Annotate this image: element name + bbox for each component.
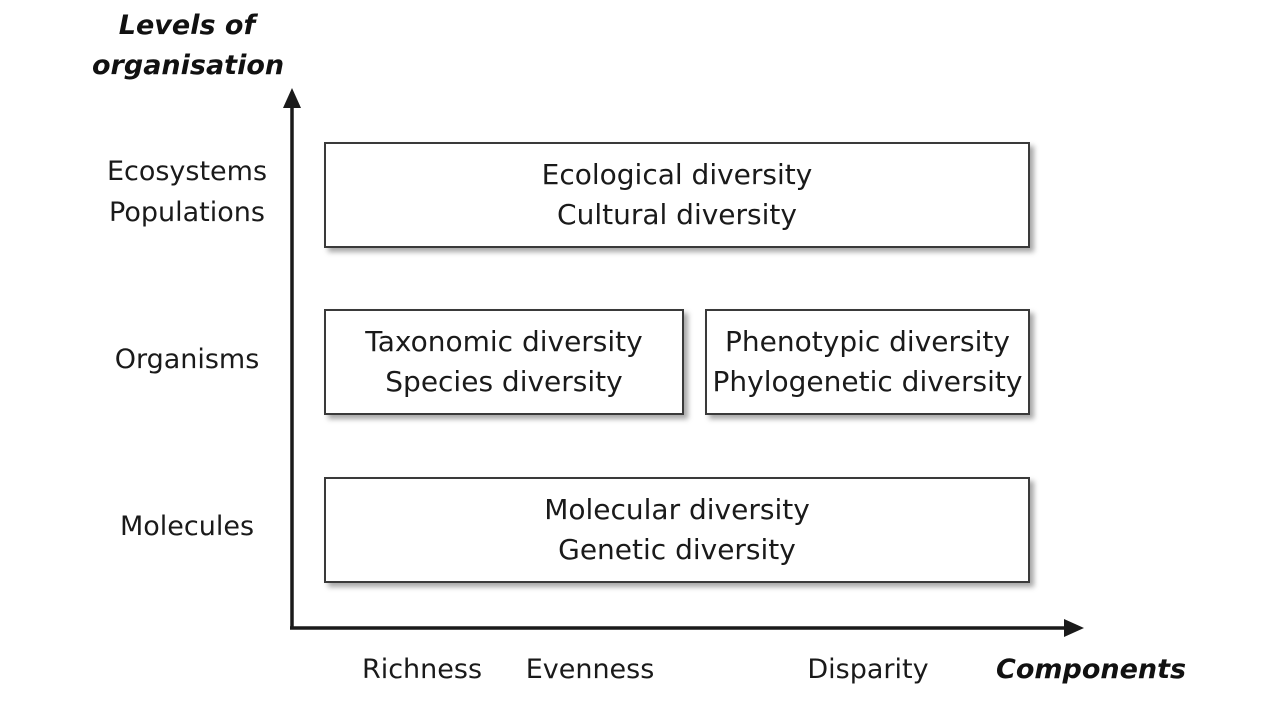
- y-axis-title-line1: Levels of: [118, 10, 256, 41]
- box-ecological-diversity: Ecological diversity Cultural diversity: [324, 142, 1030, 248]
- level-label-populations: Populations: [109, 197, 265, 228]
- component-label-richness: Richness: [361, 654, 483, 685]
- box-taxonomic-line1: Taxonomic diversity: [365, 325, 643, 358]
- level-label-molecules: Molecules: [119, 511, 255, 542]
- box-phenotypic-line2: Phylogenetic diversity: [712, 365, 1023, 398]
- x-axis-title: Components: [996, 654, 1187, 685]
- box-molecular-line2: Genetic diversity: [558, 533, 796, 566]
- box-phenotypic-line1: Phenotypic diversity: [725, 325, 1010, 358]
- box-taxonomic-diversity: Taxonomic diversity Species diversity: [324, 309, 684, 415]
- y-axis-title-line2: organisation: [92, 50, 285, 81]
- component-label-evenness: Evenness: [525, 654, 655, 685]
- box-phenotypic-diversity: Phenotypic diversity Phylogenetic divers…: [705, 309, 1030, 415]
- box-molecular-diversity: Molecular diversity Genetic diversity: [324, 477, 1030, 583]
- component-label-disparity: Disparity: [807, 654, 929, 685]
- box-molecular-line1: Molecular diversity: [544, 493, 810, 526]
- y-axis-title: Levels of organisation: [92, 6, 285, 86]
- box-ecological-line2: Cultural diversity: [557, 198, 797, 231]
- level-label-organisms: Organisms: [114, 344, 260, 375]
- box-taxonomic-line2: Species diversity: [385, 365, 623, 398]
- x-axis-arrowhead-icon: [1064, 619, 1084, 637]
- y-axis-arrowhead-icon: [283, 88, 301, 108]
- level-label-ecosystems: Ecosystems: [106, 156, 268, 187]
- box-ecological-line1: Ecological diversity: [541, 158, 813, 191]
